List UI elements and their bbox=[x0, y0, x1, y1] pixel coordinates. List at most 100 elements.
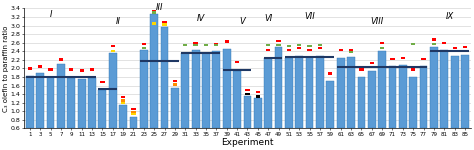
Text: VIII: VIII bbox=[370, 17, 383, 26]
Bar bbox=[59, 58, 63, 61]
Bar bbox=[297, 44, 301, 46]
Bar bbox=[212, 51, 220, 128]
Bar bbox=[380, 42, 384, 44]
Bar bbox=[171, 88, 179, 128]
Bar bbox=[193, 44, 198, 46]
Bar bbox=[142, 47, 146, 49]
Bar bbox=[152, 22, 156, 25]
Bar bbox=[318, 44, 322, 46]
Bar bbox=[327, 81, 334, 128]
Text: I: I bbox=[49, 10, 52, 19]
Bar bbox=[306, 57, 313, 128]
Bar bbox=[308, 49, 312, 51]
Bar bbox=[110, 45, 115, 47]
Bar bbox=[245, 93, 250, 95]
Bar bbox=[140, 50, 148, 128]
Bar bbox=[370, 66, 374, 68]
Bar bbox=[88, 78, 96, 128]
Bar bbox=[235, 61, 239, 63]
Bar bbox=[90, 68, 94, 70]
Bar bbox=[131, 112, 136, 115]
Bar bbox=[451, 56, 458, 128]
Bar bbox=[421, 57, 426, 60]
Text: VII: VII bbox=[304, 12, 315, 21]
Bar bbox=[276, 44, 281, 46]
Bar bbox=[202, 53, 210, 128]
Bar bbox=[380, 47, 384, 49]
Text: IV: IV bbox=[197, 14, 205, 23]
Bar bbox=[48, 68, 53, 70]
Bar bbox=[233, 70, 241, 128]
Bar bbox=[214, 44, 219, 46]
Bar bbox=[131, 111, 136, 113]
Bar bbox=[419, 66, 428, 128]
Bar bbox=[152, 10, 156, 12]
Bar bbox=[285, 58, 293, 128]
Bar bbox=[287, 49, 291, 51]
Bar bbox=[399, 65, 407, 128]
Bar bbox=[131, 108, 136, 110]
Bar bbox=[461, 55, 469, 128]
Bar bbox=[266, 44, 270, 46]
Bar bbox=[109, 53, 117, 128]
Text: II: II bbox=[116, 17, 120, 26]
Text: V: V bbox=[239, 17, 245, 26]
Bar bbox=[347, 57, 355, 128]
Bar bbox=[173, 83, 177, 86]
Bar bbox=[67, 78, 75, 128]
Bar bbox=[225, 40, 229, 43]
Bar bbox=[453, 47, 457, 49]
Bar bbox=[100, 81, 105, 83]
Bar bbox=[69, 68, 73, 70]
Bar bbox=[121, 96, 125, 98]
Bar bbox=[370, 62, 374, 64]
Bar bbox=[349, 51, 353, 53]
Bar bbox=[255, 91, 260, 93]
Bar bbox=[173, 80, 177, 82]
Bar bbox=[389, 66, 396, 128]
Bar bbox=[337, 58, 345, 128]
Y-axis label: C₃ olefin to paraffin ratio: C₃ olefin to paraffin ratio bbox=[3, 25, 9, 112]
Bar bbox=[349, 49, 353, 51]
Bar bbox=[410, 77, 417, 128]
Bar bbox=[161, 27, 168, 128]
Bar bbox=[308, 45, 312, 47]
Bar bbox=[264, 58, 272, 128]
Bar bbox=[36, 73, 44, 128]
Bar bbox=[214, 42, 219, 45]
Bar bbox=[432, 38, 436, 41]
Bar bbox=[78, 79, 85, 128]
Bar bbox=[318, 47, 322, 49]
Bar bbox=[204, 44, 208, 46]
Bar bbox=[192, 50, 200, 128]
Bar bbox=[152, 11, 156, 14]
Bar bbox=[38, 65, 42, 68]
X-axis label: Experiment: Experiment bbox=[221, 138, 273, 147]
Bar bbox=[150, 14, 158, 128]
Bar bbox=[440, 50, 448, 128]
Bar bbox=[183, 44, 187, 46]
Bar bbox=[244, 96, 251, 128]
Bar bbox=[119, 105, 127, 128]
Bar bbox=[276, 39, 281, 42]
Bar bbox=[110, 50, 115, 52]
Text: III: III bbox=[155, 3, 163, 12]
Bar bbox=[99, 90, 106, 128]
Bar bbox=[121, 99, 125, 102]
Bar bbox=[357, 77, 365, 128]
Bar bbox=[401, 57, 405, 59]
Bar bbox=[295, 56, 303, 128]
Bar bbox=[47, 77, 55, 128]
Bar bbox=[432, 42, 436, 45]
Bar bbox=[297, 47, 301, 49]
Bar bbox=[266, 49, 270, 51]
Bar bbox=[163, 21, 167, 23]
Text: IX: IX bbox=[446, 12, 454, 21]
Bar bbox=[57, 64, 65, 128]
Bar bbox=[182, 53, 189, 128]
Bar bbox=[316, 56, 324, 128]
Text: VI: VI bbox=[264, 14, 272, 23]
Bar bbox=[27, 67, 32, 70]
Bar bbox=[368, 70, 375, 128]
Bar bbox=[328, 72, 332, 75]
